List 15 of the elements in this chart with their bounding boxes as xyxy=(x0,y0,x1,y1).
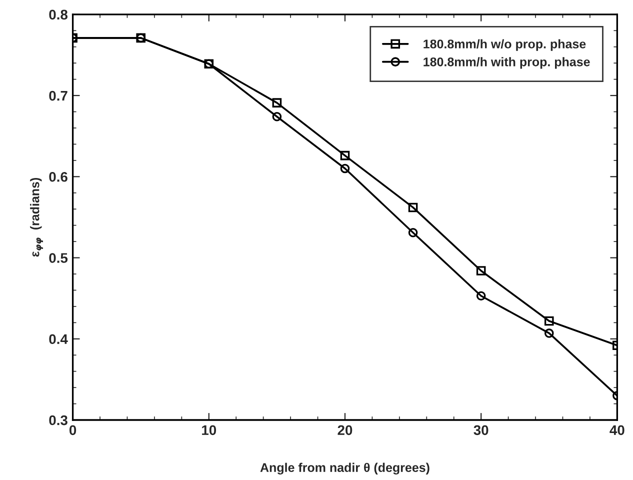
y-tick-label: 0.5 xyxy=(49,253,68,263)
y-tick-label: 0.6 xyxy=(49,172,68,182)
y-tick-label: 0.7 xyxy=(49,90,68,101)
x-tick-label: 20 xyxy=(338,425,352,436)
y-tick-label: 0.4 xyxy=(49,334,68,344)
y-axis-title: ε$_{φφ}$ (radians) xyxy=(30,178,43,257)
x-tick-label: 10 xyxy=(202,425,216,436)
x-axis-title: Angle from nadir θ (degrees) xyxy=(260,462,430,475)
legend-label: 180.8mm/h with prop. phase xyxy=(424,57,590,69)
y-tick-label: 0.3 xyxy=(49,415,68,426)
x-tick-label: 0 xyxy=(69,425,76,436)
y-tick-label: 0.8 xyxy=(49,10,68,20)
x-tick-label: 30 xyxy=(474,425,488,436)
x-tick-label: 40 xyxy=(610,425,624,436)
legend-label: 180.8mm/h w/o prop. phase xyxy=(424,39,586,51)
